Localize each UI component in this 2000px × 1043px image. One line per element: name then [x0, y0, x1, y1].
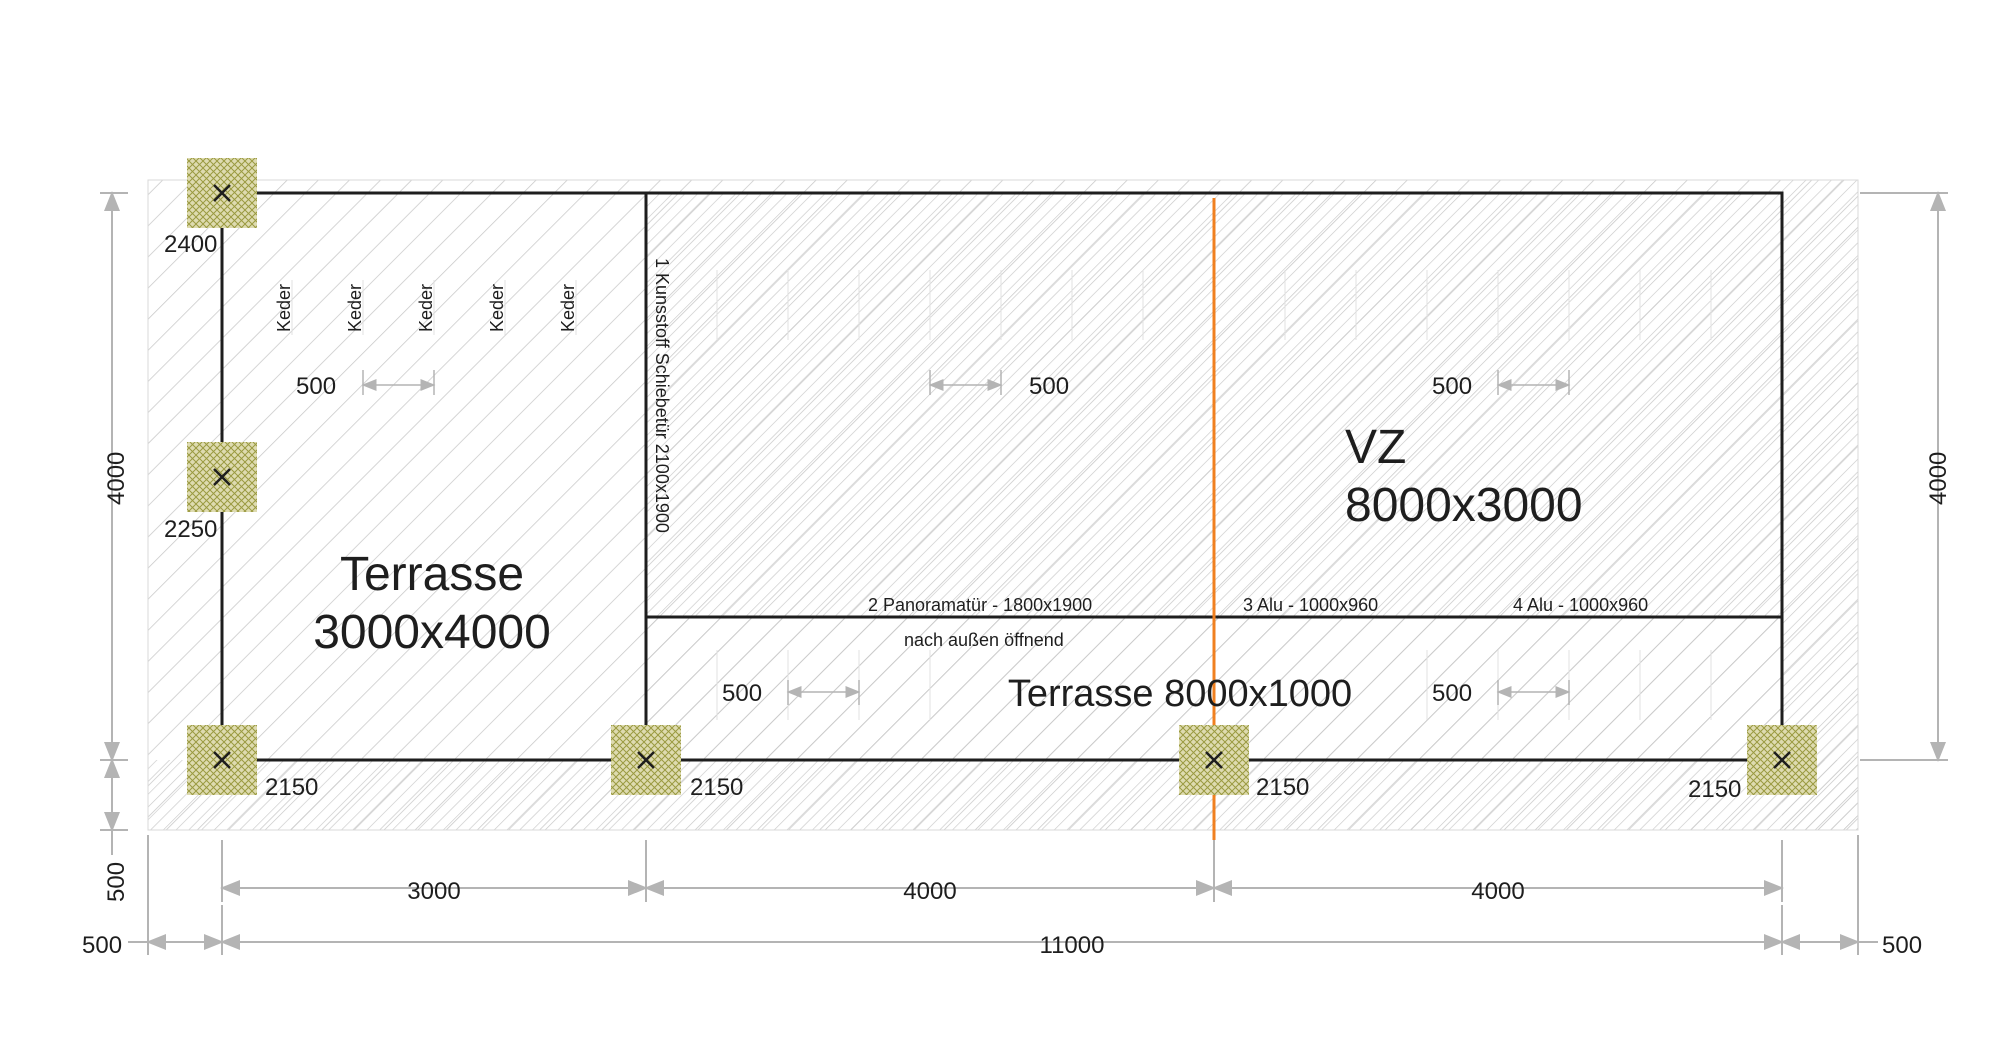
keder-label: Keder	[345, 284, 365, 332]
post-height-bottom-1: 2150	[265, 774, 318, 801]
terrasse-front-label: Terrasse 8000x1000	[1008, 673, 1352, 715]
dimension-left-overhang: 500	[82, 932, 122, 959]
dimension-bottom-overhang: 500	[103, 862, 130, 902]
post-markers	[213, 184, 1791, 769]
spacing-label-vz-right: 500	[1432, 373, 1472, 400]
door-3-label: 3 Alu - 1000x960	[1243, 595, 1378, 615]
door-4-label: 4 Alu - 1000x960	[1513, 595, 1648, 615]
terrasse-main-label-line1: Terrasse	[340, 548, 524, 601]
dimension-segment-3: 4000	[1471, 878, 1524, 905]
spacing-markers	[361, 370, 1571, 705]
post-height-bottom-2: 2150	[690, 774, 743, 801]
keder-label: Keder	[274, 284, 294, 332]
keder-label: Keder	[558, 284, 578, 332]
dimension-right-height: 4000	[1925, 452, 1952, 505]
keder-label: Keder	[487, 284, 507, 332]
dimension-segment-2: 4000	[903, 878, 956, 905]
dimension-lines	[100, 191, 1948, 955]
dimension-segment-1: 3000	[407, 878, 460, 905]
keder-labels: Keder Keder Keder Keder Keder	[274, 284, 578, 332]
door-2-note: nach außen öffnend	[904, 630, 1064, 650]
post-height-bottom-4: 2150	[1688, 776, 1741, 803]
keder-lines	[291, 280, 577, 335]
vz-label-line2: 8000x3000	[1345, 479, 1583, 532]
post-height-top-left: 2400	[164, 231, 217, 258]
door-2-label: 2 Panoramatür - 1800x1900	[868, 595, 1092, 615]
spacing-label-front-left: 500	[722, 680, 762, 707]
dimension-right-overhang: 500	[1882, 932, 1922, 959]
spacing-label-vz-left: 500	[1029, 373, 1069, 400]
vz-label-line1: VZ	[1345, 421, 1406, 474]
spacing-label-terrasse: 500	[296, 373, 336, 400]
terrasse-main-label-line2: 3000x4000	[313, 606, 551, 659]
door-1-label: 1 Kunsstoff Schiebetür 2100x1900	[652, 258, 672, 533]
dimension-overall: 11000	[1040, 932, 1105, 959]
dimension-left-height: 4000	[103, 452, 130, 505]
spacing-label-front-right: 500	[1432, 680, 1472, 707]
keder-label: Keder	[416, 284, 436, 332]
post-height-mid-left: 2250	[164, 516, 217, 543]
post-height-bottom-3: 2150	[1256, 774, 1309, 801]
